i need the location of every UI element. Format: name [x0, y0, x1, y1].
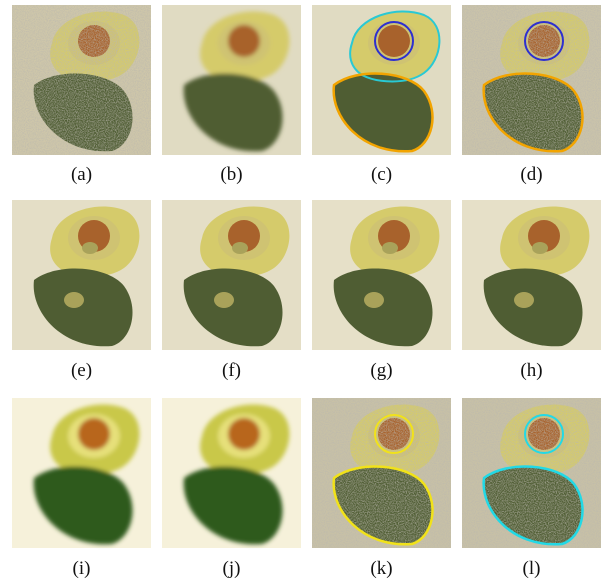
avocado-spot — [532, 242, 548, 254]
panel — [162, 200, 301, 350]
avocado-spot — [364, 292, 384, 308]
panel — [312, 5, 451, 155]
figure: (a) (b) (c) (d) (e) (f) (g) (h) (i) (j) (k) (l) — [0, 0, 601, 586]
panel-label: (b) — [220, 164, 242, 185]
avocado-pit — [228, 25, 260, 57]
panel — [162, 5, 301, 155]
panel-label: (f) — [222, 360, 241, 381]
noise-overlay — [12, 5, 151, 155]
avocado-pit — [78, 418, 110, 450]
panel-label: (h) — [520, 360, 542, 381]
panel-label: (g) — [370, 360, 392, 381]
panel — [162, 398, 301, 548]
panel-label: (j) — [223, 558, 241, 579]
avocado-spot — [514, 292, 534, 308]
panel — [312, 200, 451, 350]
panel — [462, 5, 601, 155]
avocado-spot — [232, 242, 248, 254]
panel — [462, 398, 601, 548]
avocado-spot — [64, 292, 84, 308]
panel — [312, 398, 451, 548]
avocado-spot — [82, 242, 98, 254]
panel — [12, 5, 151, 155]
panel-label: (c) — [371, 164, 392, 185]
avocado-spot — [214, 292, 234, 308]
panel-label: (l) — [523, 558, 541, 579]
panel — [462, 200, 601, 350]
panel-label: (d) — [520, 164, 542, 185]
panel-label: (i) — [73, 558, 91, 579]
panel — [12, 200, 151, 350]
avocado-pit — [228, 418, 260, 450]
avocado-pit — [378, 25, 410, 57]
panel — [12, 398, 151, 548]
avocado-spot — [382, 242, 398, 254]
panel-label: (e) — [71, 360, 92, 381]
panel-label: (a) — [71, 164, 92, 185]
panel-label: (k) — [370, 558, 392, 579]
